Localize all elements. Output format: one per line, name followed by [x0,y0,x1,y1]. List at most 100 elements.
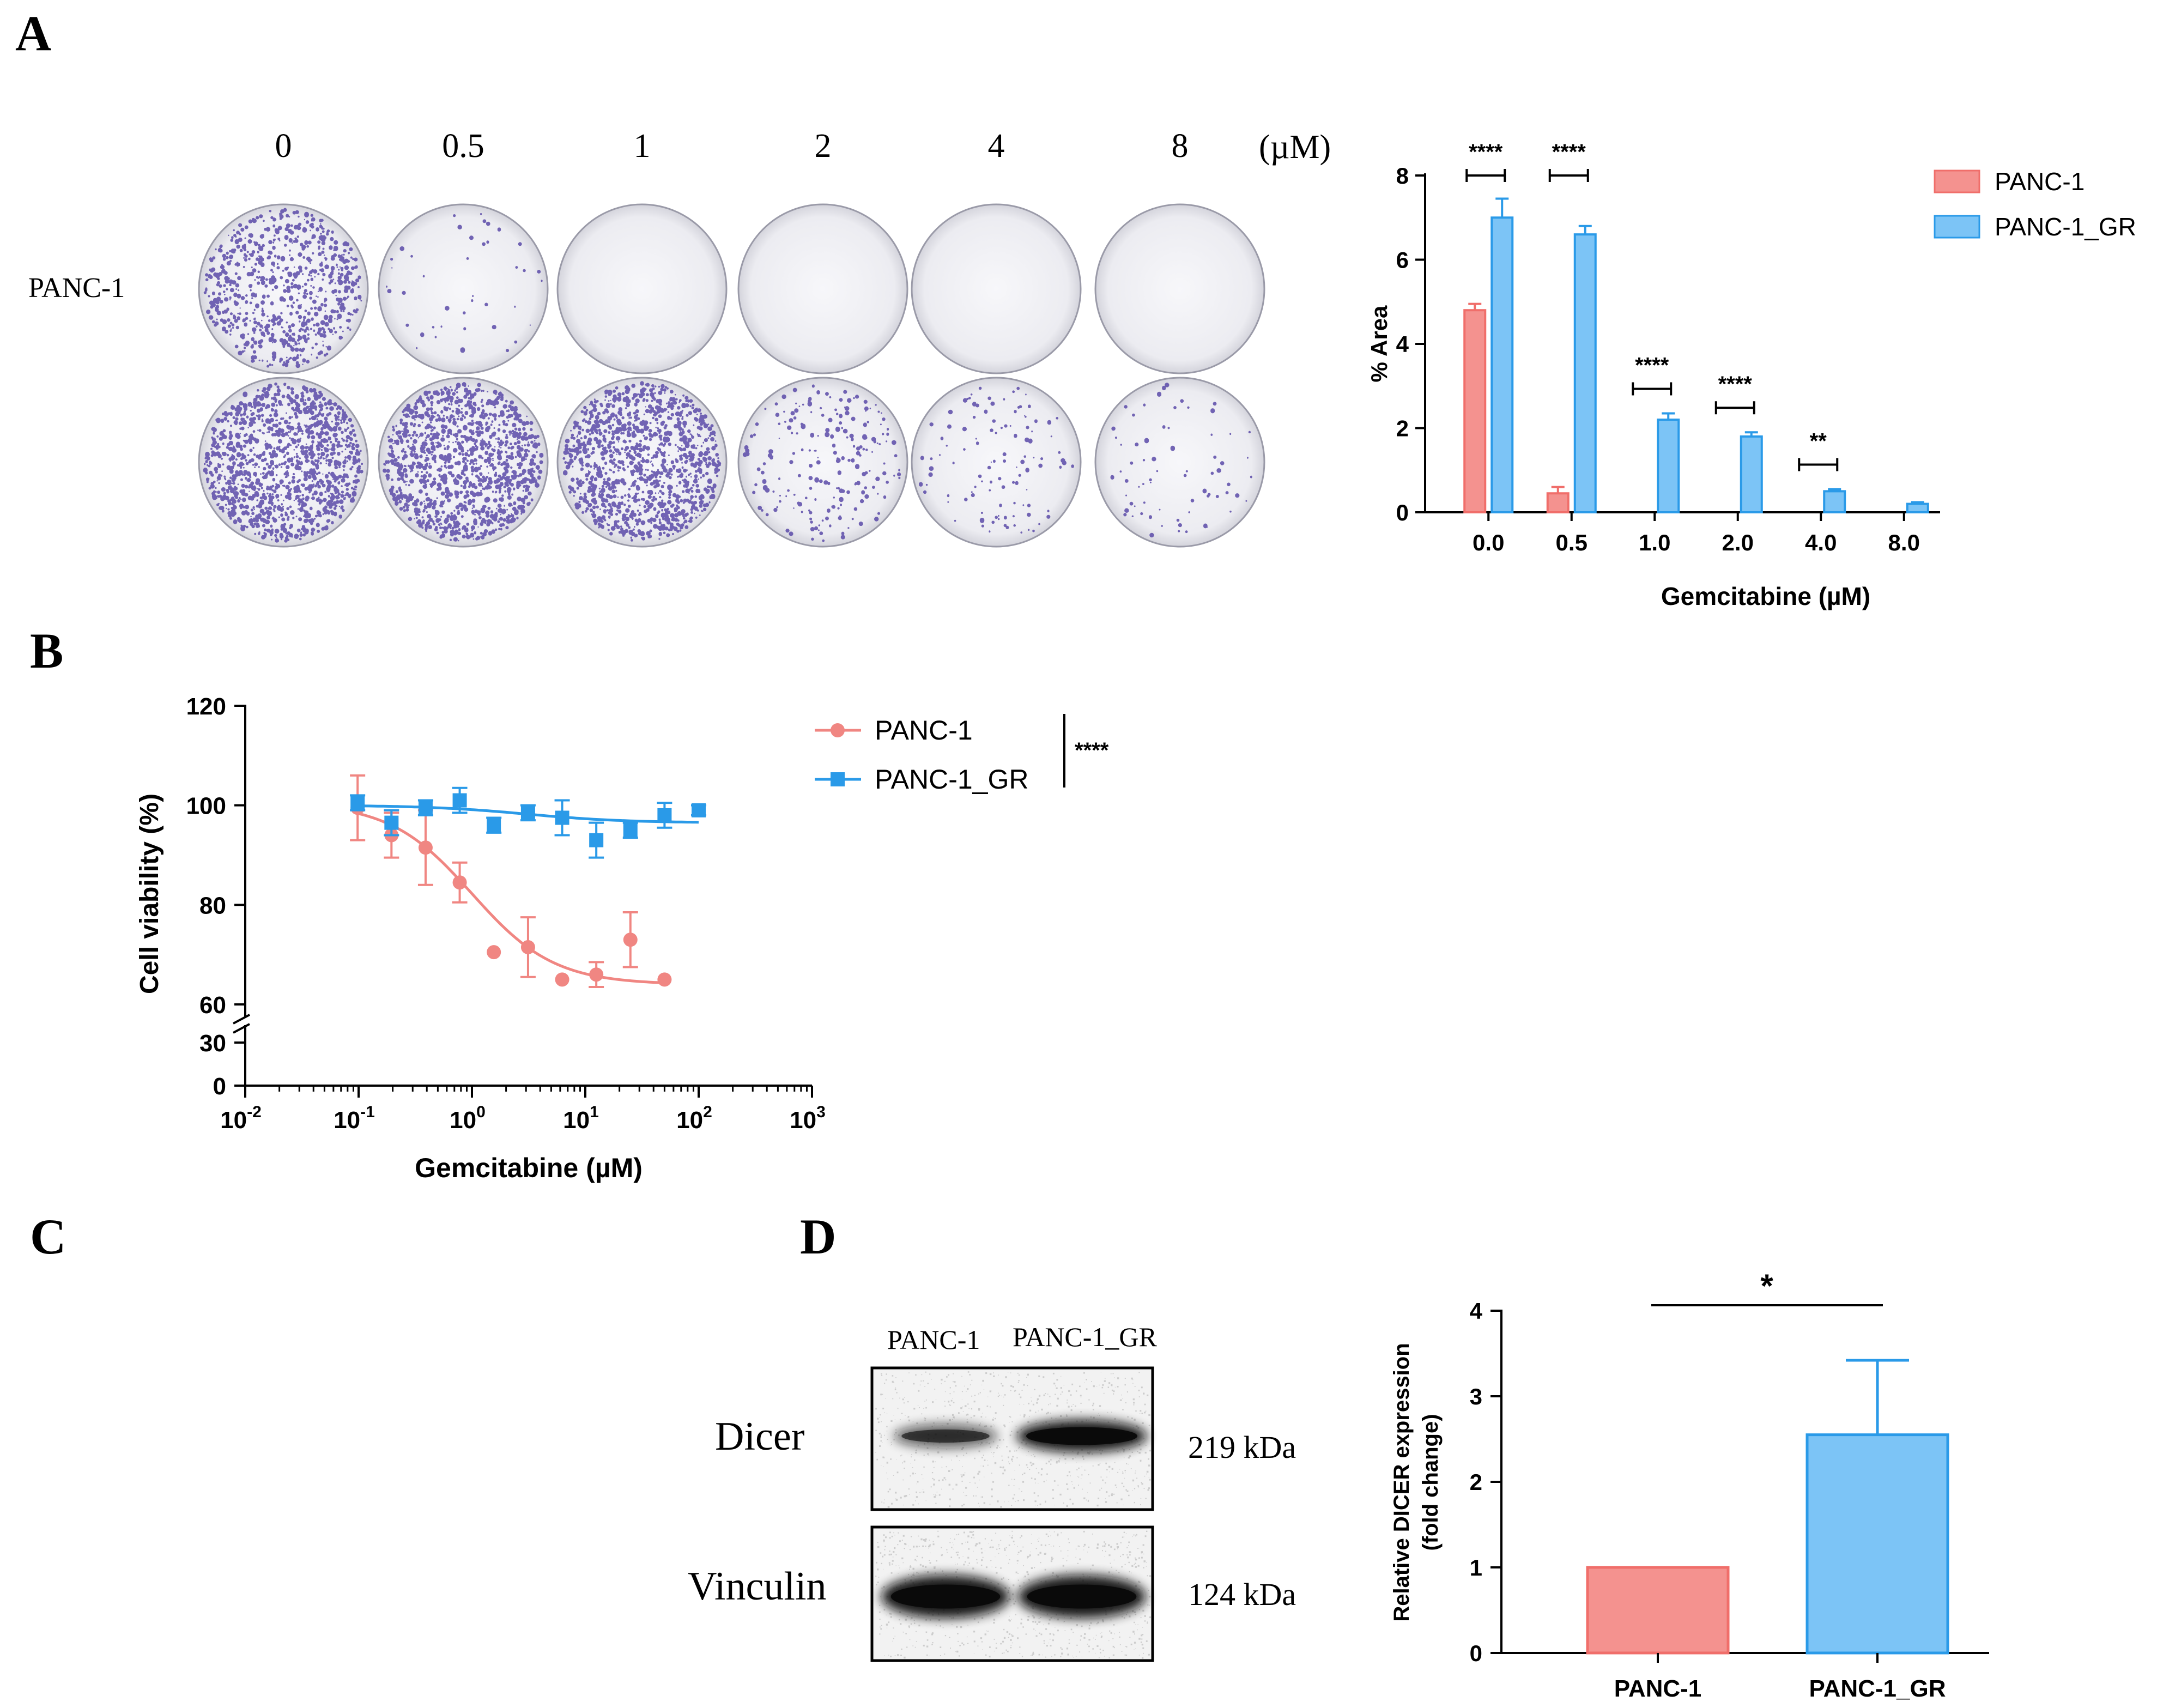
x-axis-title: Gemcitabine (µM) [1661,582,1870,610]
blot-band-core [901,1429,990,1443]
data-point [520,805,535,820]
x-tick-label: 103 [790,1103,826,1134]
blot-band-name-dicer: Dicer [715,1414,804,1459]
colony-plate [1094,377,1265,548]
data-point [623,823,638,838]
blot-lane-label-panc1-gr: PANC-1_GR [1013,1322,1158,1352]
plate-dish [911,203,1082,374]
panel-label-a: A [15,5,51,61]
blot-panels [870,1366,1154,1662]
data-point [623,932,638,947]
data-point [350,796,365,810]
concentration-label: 1 [634,128,651,165]
colony-plate [198,377,369,548]
y-tick-label: 80 [199,892,226,919]
legend-label: PANC-1 [875,715,973,746]
colony-plate [737,203,908,374]
plate-dish [737,203,908,374]
bar [1906,502,1929,513]
plate-colonies [203,382,363,543]
x-tick-label: 10-2 [220,1103,262,1134]
axis-break [233,1014,250,1025]
concentration-label: 0.5 [442,128,484,165]
plate-dish [1094,377,1265,548]
y-tick-label: 60 [199,992,226,1019]
y-tick-label: 8 [1396,163,1409,189]
x-tick-label: 8.0 [1888,530,1920,555]
bar [1805,1433,1949,1655]
colony-row-label: PANC-1 [28,272,125,304]
concentration-label: 0 [275,128,292,165]
y-tick-label: 0 [1396,500,1409,525]
y-axis-title: (fold change) [1419,1414,1443,1550]
plate-dish [1094,203,1265,374]
plate-colonies [562,381,722,542]
y-tick-label: 6 [1396,247,1409,273]
blot-band-core [1026,1427,1137,1445]
plate-dish [198,203,369,374]
plate-colonies [742,384,901,542]
concentration-unit: (µM) [1259,129,1331,166]
x-tick-label: 2.0 [1722,530,1754,555]
data-point [487,945,501,960]
y-axis-title: Relative DICER expression [1390,1343,1414,1621]
significance-label: * [1760,1268,1773,1304]
significance-label: **** [1718,372,1753,396]
plate-colonies [383,382,544,542]
bar [1546,492,1570,513]
y-tick-label: 4 [1470,1298,1483,1324]
x-tick-label: 100 [450,1103,486,1134]
colony-plate [378,377,549,548]
x-tick-label: 4.0 [1805,530,1837,555]
y-axis-title: % Area [1366,305,1392,382]
x-tick-label: PANC-1 [1614,1675,1702,1702]
panel-label-d: D [800,1209,836,1264]
legend-swatch [1934,215,1980,239]
blot-band-name-vinculin: Vinculin [688,1564,827,1609]
y-tick-label: 30 [199,1030,226,1057]
significance-label: **** [1635,353,1669,377]
y-tick-label: 0 [213,1073,226,1100]
concentration-label: 2 [815,128,832,165]
data-point [418,840,433,855]
blot-band-size-dicer: 219 kDa [1188,1430,1296,1465]
data-point [418,801,433,815]
panel-label-b: B [30,623,63,679]
data-point [520,940,535,954]
blot-lane-label-panc1: PANC-1 [887,1324,980,1355]
bar [1463,309,1487,513]
plate-dish [378,203,549,374]
y-tick-label: 1 [1470,1555,1482,1580]
y-tick-label: 4 [1396,331,1409,357]
colony-plate [556,377,728,548]
legend-label: PANC-1_GR [1995,213,2136,241]
colony-plate [737,377,908,548]
concentration-label: 4 [988,128,1005,165]
concentration-label: 8 [1172,128,1189,165]
y-tick-label: 2 [1470,1469,1482,1495]
blot-band-core [1027,1584,1137,1609]
plate-dish [737,377,908,548]
x-tick-label: 0.5 [1556,530,1588,555]
chart-d-dicer-expression: 0 1 2 3 4 Relative DICER expression (fold chan… [1390,1268,1989,1702]
x-tick-label: 101 [563,1103,599,1134]
y-tick-label: 3 [1470,1384,1482,1409]
blot-band-size-vinculin: 124 kDa [1188,1577,1296,1612]
chart-b-cell-viability: 60 80 100 120 0 30 Cell viability (%) Gemcitabi… [135,693,1109,1183]
x-tick-label: 102 [676,1103,712,1134]
significance-label: **** [1469,140,1503,164]
x-tick-label: 1.0 [1639,530,1670,555]
colony-plate [556,203,728,374]
y-tick-label: 0 [1470,1640,1482,1666]
legend-label: PANC-1_GR [875,764,1028,795]
colony-plate [911,203,1082,374]
bar [1657,419,1680,513]
plates [198,203,1265,548]
data-point [452,875,467,890]
data-point [589,967,604,982]
data-point [452,793,467,808]
plate-dish [556,203,728,374]
axis-break [233,1023,250,1034]
